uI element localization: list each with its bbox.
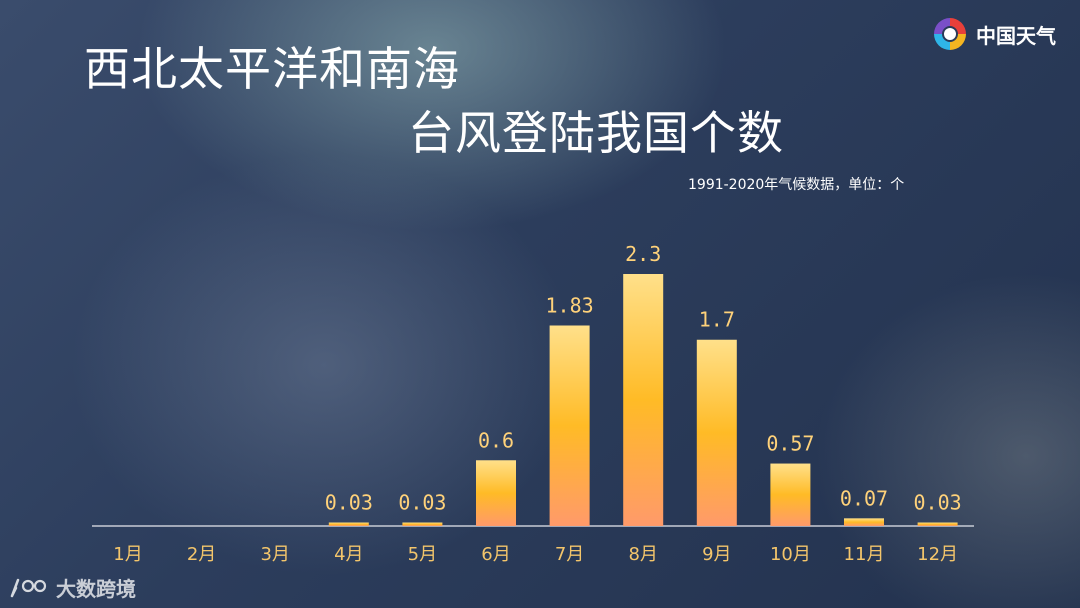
- value-label-8: 2.3: [625, 242, 661, 266]
- x-tick-label-9: 9月: [702, 544, 731, 565]
- weather-logo-icon: [934, 18, 966, 50]
- chart-subtitle: 1991-2020年气候数据，单位：个: [688, 177, 905, 193]
- x-tick-label-12: 12月: [917, 544, 958, 565]
- x-tick-label-1: 1月: [113, 544, 142, 565]
- bars-group: [328, 274, 958, 526]
- x-tick-label-8: 8月: [628, 544, 657, 565]
- x-tick-label-7: 7月: [555, 544, 584, 565]
- x-tick-label-10: 10月: [770, 544, 811, 565]
- bar-8: [623, 274, 664, 526]
- value-label-9: 1.7: [699, 308, 735, 332]
- bar-7: [549, 325, 590, 526]
- x-tick-label-3: 3月: [260, 544, 289, 565]
- value-label-5: 0.03: [398, 491, 446, 515]
- watermark-text: 大数跨境: [56, 577, 136, 601]
- bar-12: [917, 522, 958, 526]
- bar-10: [770, 463, 811, 526]
- bar-9: [696, 339, 737, 526]
- watermark-logo-icon: [10, 578, 47, 597]
- chart-title-line-1: 西北太平洋和南海: [84, 42, 460, 96]
- x-tick-label-11: 11月: [844, 544, 885, 565]
- value-label-4: 0.03: [325, 491, 373, 515]
- bar-4: [328, 522, 369, 526]
- brand-name: 中国天气: [976, 23, 1056, 48]
- brand-logo: 中国天气: [930, 14, 1056, 54]
- watermark: 大数跨境: [8, 573, 136, 602]
- x-tick-labels-group: 1月 2月 3月 4月 5月 6月 7月 8月 9月 10月 11月 12月: [113, 544, 958, 565]
- bar-6: [476, 460, 516, 526]
- value-label-11: 0.07: [840, 486, 888, 510]
- value-label-12: 0.03: [914, 491, 962, 515]
- value-labels-group: 0.03 0.03 0.6 1.83 2.3 1.7 0.57 0.07 0.03: [325, 242, 962, 515]
- value-label-6: 0.6: [478, 428, 514, 452]
- bar-5: [402, 522, 443, 526]
- chart-title-line-2: 台风登陆我国个数: [408, 106, 784, 160]
- value-label-7: 1.83: [546, 293, 594, 317]
- x-tick-label-4: 4月: [334, 544, 363, 565]
- x-tick-label-5: 5月: [408, 544, 437, 565]
- x-tick-label-6: 6月: [481, 544, 510, 565]
- value-label-10: 0.57: [766, 432, 814, 456]
- bar-11: [844, 518, 884, 526]
- x-tick-label-2: 2月: [187, 544, 216, 565]
